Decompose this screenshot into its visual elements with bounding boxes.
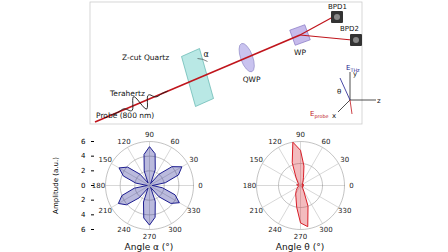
svg-text:150: 150 [250, 156, 263, 164]
svg-text:BPD1: BPD1 [328, 3, 347, 11]
svg-text:BPD2: BPD2 [340, 25, 359, 33]
svg-text:ETHz: ETHz [346, 64, 360, 73]
svg-text:Z-cut Quartz: Z-cut Quartz [122, 53, 169, 62]
svg-text:330: 330 [338, 207, 351, 215]
svg-text:120: 120 [117, 138, 130, 146]
svg-text:x: x [332, 112, 336, 120]
svg-text:30: 30 [340, 156, 349, 164]
svg-text:210: 210 [99, 207, 112, 215]
svg-text:120: 120 [268, 138, 281, 146]
svg-text:90: 90 [145, 131, 154, 139]
svg-text:0: 0 [198, 182, 202, 190]
svg-text:240: 240 [117, 226, 130, 234]
svg-text:150: 150 [99, 156, 112, 164]
svg-text:2: 2 [81, 196, 85, 204]
svg-text:z: z [377, 97, 381, 105]
svg-text:α: α [204, 50, 209, 59]
svg-text:Amplitude (a.u.): Amplitude (a.u.) [52, 157, 60, 214]
svg-text:0: 0 [349, 182, 353, 190]
svg-text:θ: θ [337, 88, 341, 96]
svg-text:300: 300 [319, 226, 332, 234]
svg-text:QWP: QWP [243, 75, 261, 84]
svg-text:2: 2 [81, 167, 85, 175]
svg-text:240: 240 [268, 226, 281, 234]
svg-text:60: 60 [322, 138, 331, 146]
svg-text:Terahertz: Terahertz [109, 89, 145, 98]
svg-text:210: 210 [250, 207, 263, 215]
svg-text:270: 270 [294, 233, 307, 241]
svg-text:180: 180 [92, 182, 105, 190]
svg-text:180: 180 [243, 182, 256, 190]
svg-text:6: 6 [81, 138, 86, 146]
svg-text:y: y [353, 70, 358, 78]
html-text:Angle α (°): Angle α (°) [124, 242, 174, 252]
svg-text:330: 330 [187, 207, 200, 215]
svg-text:270: 270 [143, 233, 156, 241]
svg-text:Probe (800 nm): Probe (800 nm) [96, 111, 154, 120]
svg-text:30: 30 [189, 156, 198, 164]
html-text:Angle θ (°): Angle θ (°) [275, 242, 325, 252]
svg-text:4: 4 [81, 152, 86, 160]
svg-text:60: 60 [171, 138, 180, 146]
svg-text:Eprobe: Eprobe [310, 110, 329, 120]
svg-text:4: 4 [81, 211, 86, 219]
svg-text:300: 300 [168, 226, 181, 234]
svg-text:6: 6 [81, 226, 86, 234]
svg-text:WP: WP [294, 48, 306, 57]
svg-text:0: 0 [81, 182, 85, 190]
svg-text:90: 90 [296, 131, 305, 139]
